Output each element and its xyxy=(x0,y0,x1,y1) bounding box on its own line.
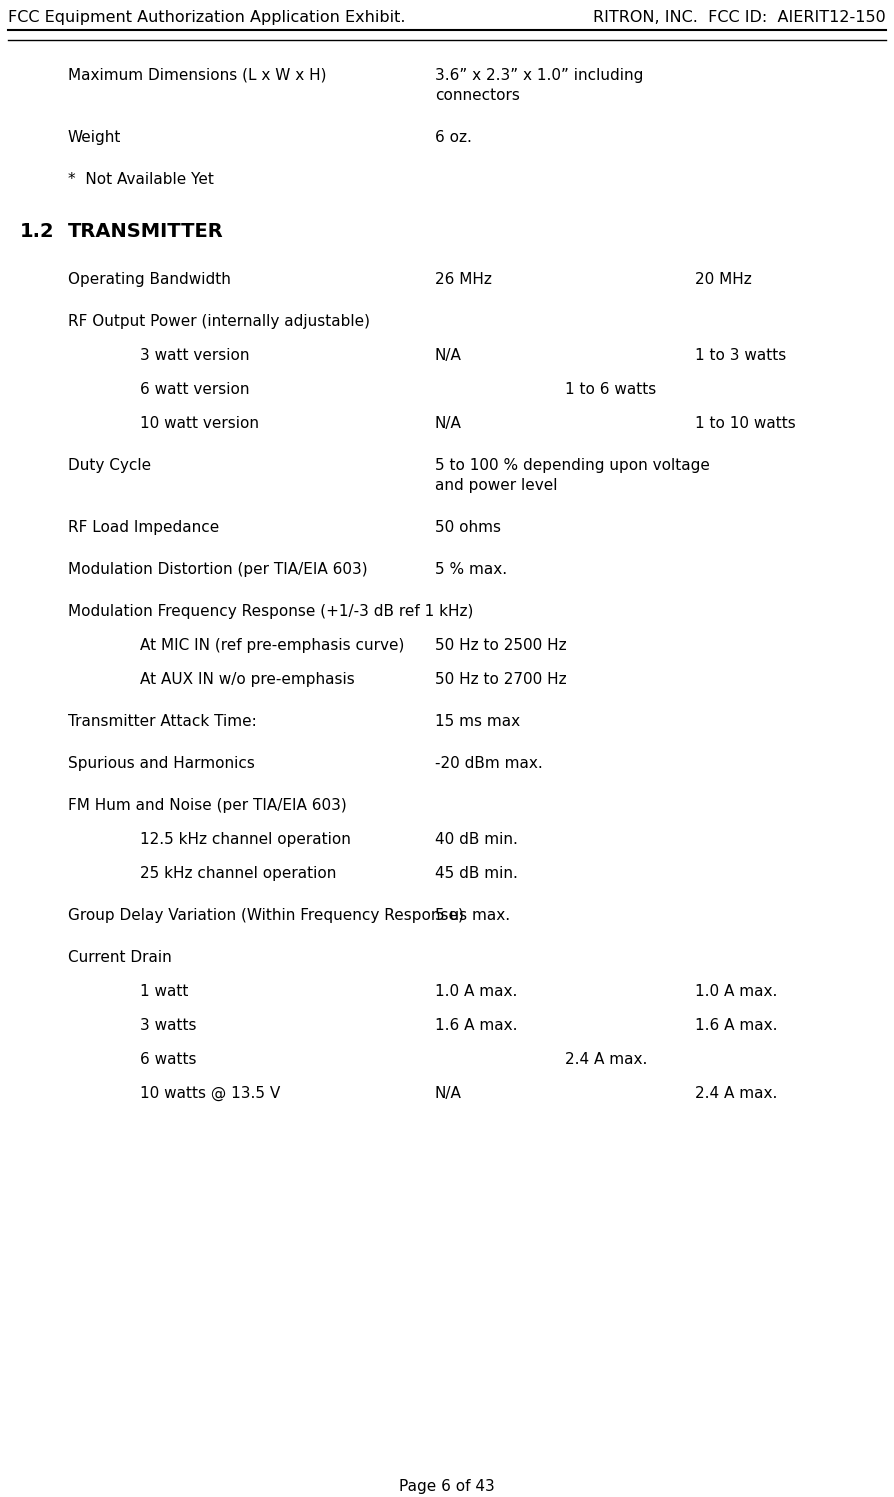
Text: Page 6 of 43: Page 6 of 43 xyxy=(399,1479,495,1494)
Text: and power level: and power level xyxy=(435,478,558,493)
Text: 1.0 A max.: 1.0 A max. xyxy=(695,984,778,998)
Text: 5 to 100 % depending upon voltage: 5 to 100 % depending upon voltage xyxy=(435,458,710,473)
Text: 25 kHz channel operation: 25 kHz channel operation xyxy=(140,865,336,882)
Text: At MIC IN (ref pre-emphasis curve): At MIC IN (ref pre-emphasis curve) xyxy=(140,638,404,653)
Text: Modulation Frequency Response (+1/-3 dB ref 1 kHz): Modulation Frequency Response (+1/-3 dB … xyxy=(68,603,474,618)
Text: Spurious and Harmonics: Spurious and Harmonics xyxy=(68,756,255,771)
Text: 1 to 10 watts: 1 to 10 watts xyxy=(695,416,796,431)
Text: 5 us max.: 5 us max. xyxy=(435,909,510,924)
Text: connectors: connectors xyxy=(435,88,520,103)
Text: 1.0 A max.: 1.0 A max. xyxy=(435,984,518,998)
Text: FM Hum and Noise (per TIA/EIA 603): FM Hum and Noise (per TIA/EIA 603) xyxy=(68,798,347,813)
Text: 3.6” x 2.3” x 1.0” including: 3.6” x 2.3” x 1.0” including xyxy=(435,67,644,82)
Text: 50 Hz to 2700 Hz: 50 Hz to 2700 Hz xyxy=(435,672,567,687)
Text: *  Not Available Yet: * Not Available Yet xyxy=(68,172,214,187)
Text: N/A: N/A xyxy=(435,347,462,362)
Text: 20 MHz: 20 MHz xyxy=(695,272,752,287)
Text: RF Output Power (internally adjustable): RF Output Power (internally adjustable) xyxy=(68,314,370,329)
Text: FCC Equipment Authorization Application Exhibit.: FCC Equipment Authorization Application … xyxy=(8,10,406,25)
Text: RF Load Impedance: RF Load Impedance xyxy=(68,519,219,534)
Text: Operating Bandwidth: Operating Bandwidth xyxy=(68,272,231,287)
Text: 1.6 A max.: 1.6 A max. xyxy=(695,1018,778,1033)
Text: Maximum Dimensions (L x W x H): Maximum Dimensions (L x W x H) xyxy=(68,67,326,82)
Text: N/A: N/A xyxy=(435,1085,462,1100)
Text: 50 Hz to 2500 Hz: 50 Hz to 2500 Hz xyxy=(435,638,567,653)
Text: 15 ms max: 15 ms max xyxy=(435,714,520,729)
Text: TRANSMITTER: TRANSMITTER xyxy=(68,222,224,241)
Text: 1.6 A max.: 1.6 A max. xyxy=(435,1018,518,1033)
Text: Transmitter Attack Time:: Transmitter Attack Time: xyxy=(68,714,257,729)
Text: N/A: N/A xyxy=(435,416,462,431)
Text: 2.4 A max.: 2.4 A max. xyxy=(695,1085,778,1100)
Text: 5 % max.: 5 % max. xyxy=(435,561,507,576)
Text: 12.5 kHz channel operation: 12.5 kHz channel operation xyxy=(140,832,350,847)
Text: 6 oz.: 6 oz. xyxy=(435,130,472,145)
Text: 1 to 6 watts: 1 to 6 watts xyxy=(565,382,656,397)
Text: 50 ohms: 50 ohms xyxy=(435,519,501,534)
Text: 26 MHz: 26 MHz xyxy=(435,272,492,287)
Text: -20 dBm max.: -20 dBm max. xyxy=(435,756,543,771)
Text: 3 watts: 3 watts xyxy=(140,1018,197,1033)
Text: Modulation Distortion (per TIA/EIA 603): Modulation Distortion (per TIA/EIA 603) xyxy=(68,561,367,576)
Text: Duty Cycle: Duty Cycle xyxy=(68,458,151,473)
Text: 6 watts: 6 watts xyxy=(140,1052,197,1067)
Text: Current Drain: Current Drain xyxy=(68,951,172,966)
Text: 3 watt version: 3 watt version xyxy=(140,347,249,362)
Text: RITRON, INC.  FCC ID:  AIERIT12-150: RITRON, INC. FCC ID: AIERIT12-150 xyxy=(594,10,886,25)
Text: 45 dB min.: 45 dB min. xyxy=(435,865,518,882)
Text: 40 dB min.: 40 dB min. xyxy=(435,832,518,847)
Text: 10 watt version: 10 watt version xyxy=(140,416,259,431)
Text: 1 watt: 1 watt xyxy=(140,984,189,998)
Text: Group Delay Variation (Within Frequency Response): Group Delay Variation (Within Frequency … xyxy=(68,909,464,924)
Text: Weight: Weight xyxy=(68,130,122,145)
Text: 6 watt version: 6 watt version xyxy=(140,382,249,397)
Text: 1.2: 1.2 xyxy=(20,222,55,241)
Text: At AUX IN w/o pre-emphasis: At AUX IN w/o pre-emphasis xyxy=(140,672,355,687)
Text: 1 to 3 watts: 1 to 3 watts xyxy=(695,347,786,362)
Text: 2.4 A max.: 2.4 A max. xyxy=(565,1052,647,1067)
Text: 10 watts @ 13.5 V: 10 watts @ 13.5 V xyxy=(140,1085,280,1102)
